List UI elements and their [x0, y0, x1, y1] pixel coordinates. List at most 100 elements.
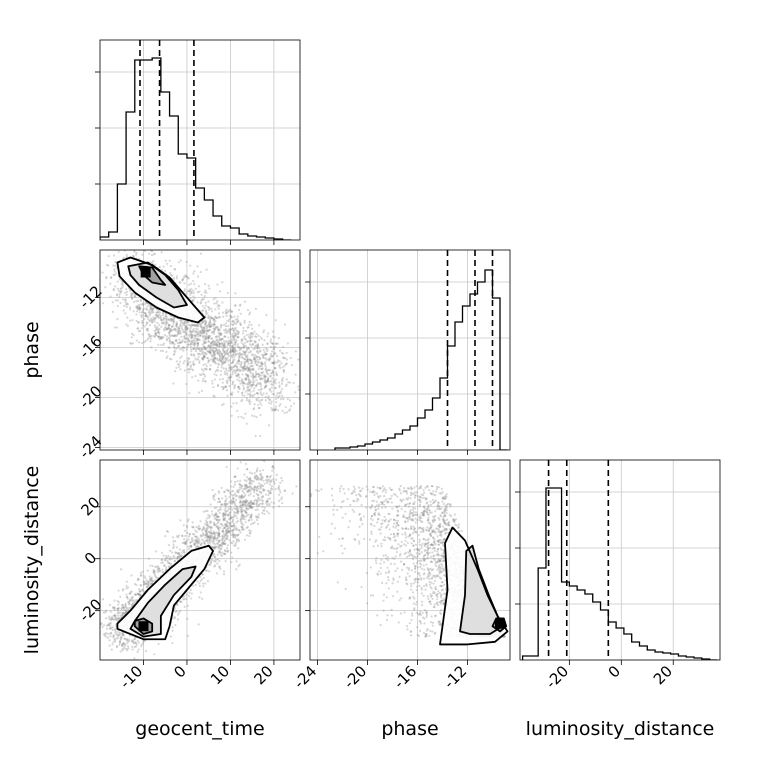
scatter-geocent-time-vs-phase-sample-point: [302, 371, 304, 373]
scatter-geocent-time-vs-phase-sample-point: [216, 358, 218, 360]
scatter-geocent-time-vs-phase-sample-point: [254, 357, 256, 359]
scatter-geocent-time-vs-phase-sample-point: [233, 330, 235, 332]
scatter-geocent-time-vs-phase-sample-point: [203, 307, 205, 309]
scatter-geocent-time-vs-phase-sample-point: [204, 375, 206, 377]
scatter-geocent-time-vs-phase-sample-point: [191, 368, 193, 370]
scatter-geocent-time-vs-phase-sample-point: [175, 340, 177, 342]
scatter-geocent-time-vs-phase-sample-point: [207, 317, 209, 319]
scatter-geocent-time-vs-phase-sample-point: [225, 325, 227, 327]
scatter-geocent-time-vs-phase-sample-point: [193, 345, 195, 347]
scatter-geocent-time-vs-phase-sample-point: [114, 261, 116, 263]
scatter-geocent-time-vs-luminosity-distance-sample-point: [278, 485, 280, 487]
scatter-geocent-time-vs-phase-sample-point: [275, 319, 277, 321]
scatter-geocent-time-vs-phase-sample-point: [136, 339, 138, 341]
scatter-geocent-time-vs-phase-sample-point: [245, 339, 247, 341]
scatter-geocent-time-vs-phase-sample-point: [190, 345, 192, 347]
scatter-geocent-time-vs-phase-sample-point: [186, 348, 188, 350]
scatter-geocent-time-vs-phase-sample-point: [281, 388, 283, 390]
scatter-geocent-time-vs-luminosity-distance-sample-point: [269, 483, 271, 485]
scatter-geocent-time-vs-phase-sample-point: [282, 346, 284, 348]
scatter-geocent-time-vs-phase-sample-point: [262, 355, 264, 357]
scatter-geocent-time-vs-phase-sample-point: [169, 358, 171, 360]
scatter-geocent-time-vs-phase-sample-point: [271, 350, 273, 352]
scatter-geocent-time-vs-phase-sample-point: [260, 372, 262, 374]
scatter-geocent-time-vs-phase-sample-point: [211, 350, 213, 352]
scatter-geocent-time-vs-luminosity-distance-sample-point: [115, 618, 117, 620]
scatter-geocent-time-vs-phase-sample-point: [133, 301, 135, 303]
scatter-geocent-time-vs-phase-sample-point: [150, 338, 152, 340]
scatter-geocent-time-vs-phase-sample-point: [162, 336, 164, 338]
scatter-geocent-time-vs-phase-sample-point: [185, 334, 187, 336]
scatter-geocent-time-vs-phase-sample-point: [265, 367, 267, 369]
scatter-geocent-time-vs-phase-sample-point: [274, 380, 276, 382]
scatter-geocent-time-vs-phase-sample-point: [237, 391, 239, 393]
scatter-geocent-time-vs-luminosity-distance-sample-point: [125, 593, 127, 595]
scatter-geocent-time-vs-phase-sample-point: [225, 310, 227, 312]
scatter-geocent-time-vs-luminosity-distance-sample-point: [130, 597, 132, 599]
scatter-geocent-time-vs-luminosity-distance-sample-point: [253, 521, 255, 523]
scatter-geocent-time-vs-phase-sample-point: [269, 369, 271, 371]
scatter-geocent-time-vs-luminosity-distance-plot: [95, 454, 300, 683]
scatter-geocent-time-vs-luminosity-distance-sample-point: [262, 469, 264, 471]
scatter-geocent-time-vs-luminosity-distance-sample-point: [229, 527, 231, 529]
scatter-geocent-time-vs-phase-sample-point: [172, 323, 174, 325]
scatter-geocent-time-vs-luminosity-distance-sample-point: [212, 542, 214, 544]
scatter-geocent-time-vs-phase-sample-point: [280, 390, 282, 392]
scatter-geocent-time-vs-phase-sample-point: [189, 265, 191, 267]
scatter-geocent-time-vs-luminosity-distance-sample-point: [226, 547, 228, 549]
scatter-geocent-time-vs-luminosity-distance-sample-point: [102, 598, 104, 600]
scatter-geocent-time-vs-phase-sample-point: [258, 407, 260, 409]
scatter-geocent-time-vs-phase-sample-point: [237, 333, 239, 335]
scatter-geocent-time-vs-phase-sample-point: [255, 375, 257, 377]
scatter-geocent-time-vs-luminosity-distance-sample-point: [259, 470, 261, 472]
scatter-geocent-time-vs-phase-sample-point: [158, 328, 160, 330]
scatter-geocent-time-vs-phase-sample-point: [115, 272, 117, 274]
scatter-geocent-time-vs-phase-sample-point: [211, 310, 213, 312]
scatter-geocent-time-vs-phase-sample-point: [193, 328, 195, 330]
scatter-geocent-time-vs-luminosity-distance-sample-point: [217, 501, 219, 503]
scatter-geocent-time-vs-luminosity-distance-sample-point: [241, 523, 243, 525]
scatter-geocent-time-vs-phase-sample-point: [281, 380, 283, 382]
scatter-geocent-time-vs-phase-sample-point: [252, 343, 254, 345]
scatter-geocent-time-vs-phase-sample-point: [185, 383, 187, 385]
scatter-geocent-time-vs-phase-sample-point: [246, 383, 248, 385]
scatter-geocent-time-vs-phase-sample-point: [131, 336, 133, 338]
scatter-geocent-time-vs-phase-sample-point: [260, 399, 262, 401]
scatter-geocent-time-vs-phase-sample-point: [188, 371, 190, 373]
scatter-geocent-time-vs-luminosity-distance-sample-point: [231, 542, 233, 544]
scatter-geocent-time-vs-phase-sample-point: [126, 317, 128, 319]
scatter-geocent-time-vs-phase-sample-point: [267, 332, 269, 334]
scatter-geocent-time-vs-phase-sample-point: [204, 363, 206, 365]
scatter-geocent-time-vs-luminosity-distance-sample-point: [190, 597, 192, 599]
scatter-geocent-time-vs-phase-sample-point: [208, 337, 210, 339]
scatter-geocent-time-vs-phase-sample-point: [178, 261, 180, 263]
scatter-geocent-time-vs-luminosity-distance-sample-point: [247, 486, 249, 488]
scatter-geocent-time-vs-luminosity-distance-sample-point: [232, 540, 234, 542]
scatter-geocent-time-vs-phase-sample-point: [147, 247, 149, 249]
scatter-geocent-time-vs-luminosity-distance-sample-point: [202, 532, 204, 534]
scatter-geocent-time-vs-phase-sample-point: [194, 357, 196, 359]
scatter-geocent-time-vs-phase-sample-point: [210, 317, 212, 319]
scatter-geocent-time-vs-luminosity-distance-sample-point: [177, 618, 179, 620]
scatter-geocent-time-vs-phase-sample-point: [203, 355, 205, 357]
scatter-geocent-time-vs-phase-sample-point: [204, 283, 206, 285]
scatter-geocent-time-vs-phase-sample-point: [166, 339, 168, 341]
scatter-geocent-time-vs-phase-sample-point: [266, 350, 268, 352]
scatter-geocent-time-vs-luminosity-distance-sample-point: [225, 525, 227, 527]
scatter-geocent-time-vs-luminosity-distance-sample-point: [212, 540, 214, 542]
scatter-geocent-time-vs-phase-sample-point: [224, 332, 226, 334]
scatter-geocent-time-vs-luminosity-distance-sample-point: [275, 488, 277, 490]
scatter-geocent-time-vs-phase-sample-point: [252, 394, 254, 396]
scatter-geocent-time-vs-luminosity-distance-sample-point: [232, 497, 234, 499]
scatter-geocent-time-vs-phase-sample-point: [226, 382, 228, 384]
scatter-geocent-time-vs-phase-sample-point: [229, 314, 231, 316]
scatter-geocent-time-vs-phase-sample-point: [138, 304, 140, 306]
scatter-geocent-time-vs-luminosity-distance-sample-point: [217, 522, 219, 524]
scatter-geocent-time-vs-phase-sample-point: [242, 346, 244, 348]
scatter-geocent-time-vs-luminosity-distance-sample-point: [134, 638, 136, 640]
scatter-geocent-time-vs-phase-sample-point: [149, 324, 151, 326]
scatter-geocent-time-vs-phase-sample-point: [176, 321, 178, 323]
scatter-geocent-time-vs-phase-sample-point: [223, 324, 225, 326]
scatter-geocent-time-vs-phase-sample-point: [151, 250, 153, 252]
scatter-geocent-time-vs-luminosity-distance-sample-point: [217, 516, 219, 518]
